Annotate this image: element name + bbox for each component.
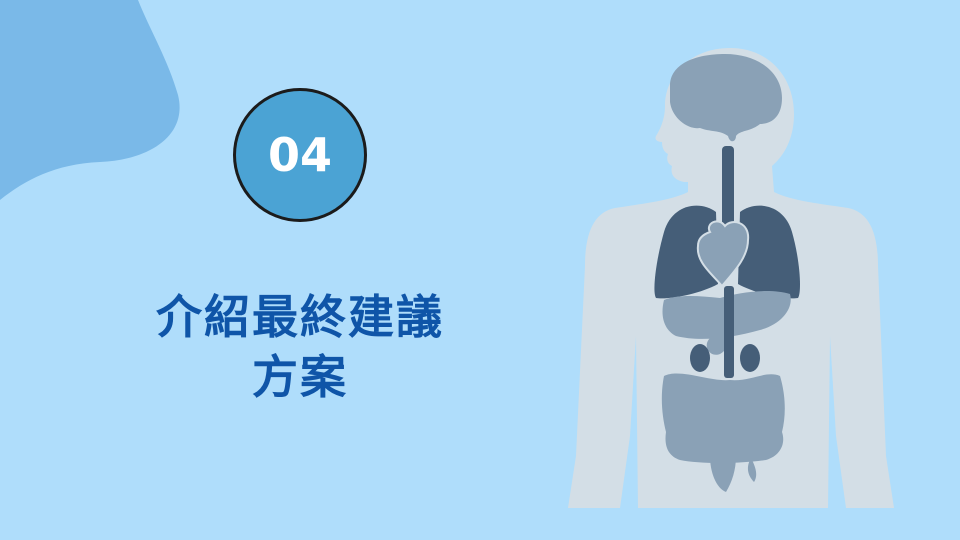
- section-number: 04: [267, 128, 332, 182]
- section-title-line-2: 方案: [252, 350, 348, 404]
- aorta-organ: [724, 286, 734, 378]
- body-silhouette: [568, 48, 894, 508]
- left-kidney-organ: [690, 344, 710, 372]
- right-kidney-organ: [740, 344, 760, 372]
- corner-blob-decoration: [0, 0, 180, 200]
- right-lung-organ: [738, 205, 800, 299]
- left-lung-organ: [654, 205, 718, 299]
- bladder-organ: [747, 460, 757, 482]
- stomach-organ: [696, 308, 727, 355]
- colon-organ: [710, 456, 736, 492]
- section-number-badge: 04: [233, 88, 367, 222]
- heart-organ: [696, 220, 750, 288]
- section-title-line-1: 介紹最終建議: [156, 290, 444, 344]
- human-anatomy-icon: [568, 48, 894, 508]
- section-title: 介紹最終建議 方案: [60, 287, 540, 407]
- trachea-organ: [722, 146, 734, 226]
- intestines-organ: [661, 373, 785, 463]
- brain-organ: [670, 54, 782, 142]
